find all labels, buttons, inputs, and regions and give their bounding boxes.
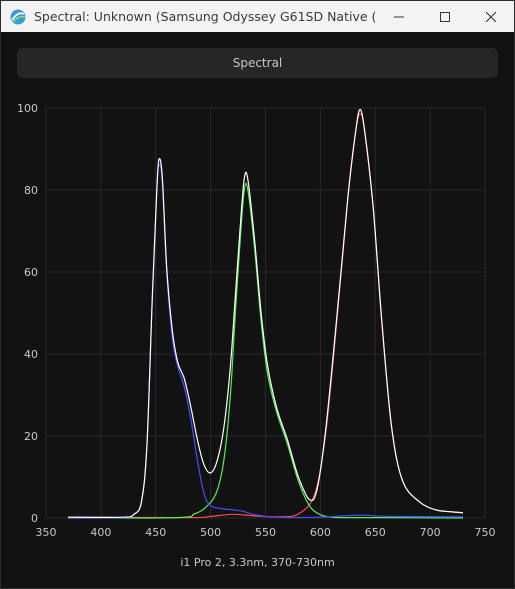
close-button[interactable] [468,1,514,32]
y-tick-label: 60 [24,266,38,279]
x-tick-label: 700 [420,526,441,539]
x-tick-label: 550 [255,526,276,539]
minimize-icon [394,16,404,17]
x-tick-label: 650 [365,526,386,539]
x-tick-label: 400 [90,526,111,539]
y-tick-label: 0 [31,512,38,525]
argyll-app-icon [10,9,26,24]
y-tick-label: 100 [17,102,38,115]
maximize-icon [440,11,450,22]
y-tick-label: 20 [24,430,38,443]
spectral-series-line-1 [67,182,464,519]
x-tick-label: 750 [475,526,496,539]
close-icon [486,11,496,22]
spectral-plot: 350 400 450 500 550 600 650 700 750 0 20 40 60 80 100 [17,102,496,539]
spectral-header-label: Spectral [232,56,283,70]
maximize-button[interactable] [422,1,468,32]
title-bar[interactable]: Spectral: Unknown (Samsung Odyssey G61SD… [1,1,514,32]
x-tick-label: 350 [36,526,57,539]
x-tick-label: 450 [145,526,166,539]
y-tick-label: 40 [24,348,38,361]
spectral-header-button[interactable]: Spectral [17,48,498,78]
minimize-button[interactable] [376,1,422,32]
content-area: Spectral 350 400 450 500 550 600 650 700 750 0 20 4… [1,32,514,588]
spectral-series-line-3 [67,108,464,519]
x-tick-label: 600 [310,526,331,539]
y-tick-label: 80 [24,184,38,197]
instrument-label: i1 Pro 2, 3.3nm, 370-730nm [180,556,335,569]
window-title: Spectral: Unknown (Samsung Odyssey G61SD… [34,9,376,24]
x-tick-label: 500 [200,526,221,539]
